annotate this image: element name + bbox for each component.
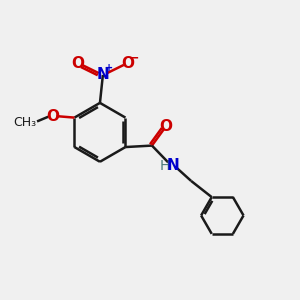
Text: O: O — [160, 119, 172, 134]
Text: CH₃: CH₃ — [13, 116, 36, 128]
Text: O: O — [122, 56, 134, 70]
Text: O: O — [71, 56, 84, 70]
Text: H: H — [159, 159, 170, 172]
Text: N: N — [97, 68, 109, 82]
Text: −: − — [129, 51, 140, 64]
Text: O: O — [46, 109, 59, 124]
Text: N: N — [167, 158, 180, 173]
Text: +: + — [105, 63, 113, 74]
